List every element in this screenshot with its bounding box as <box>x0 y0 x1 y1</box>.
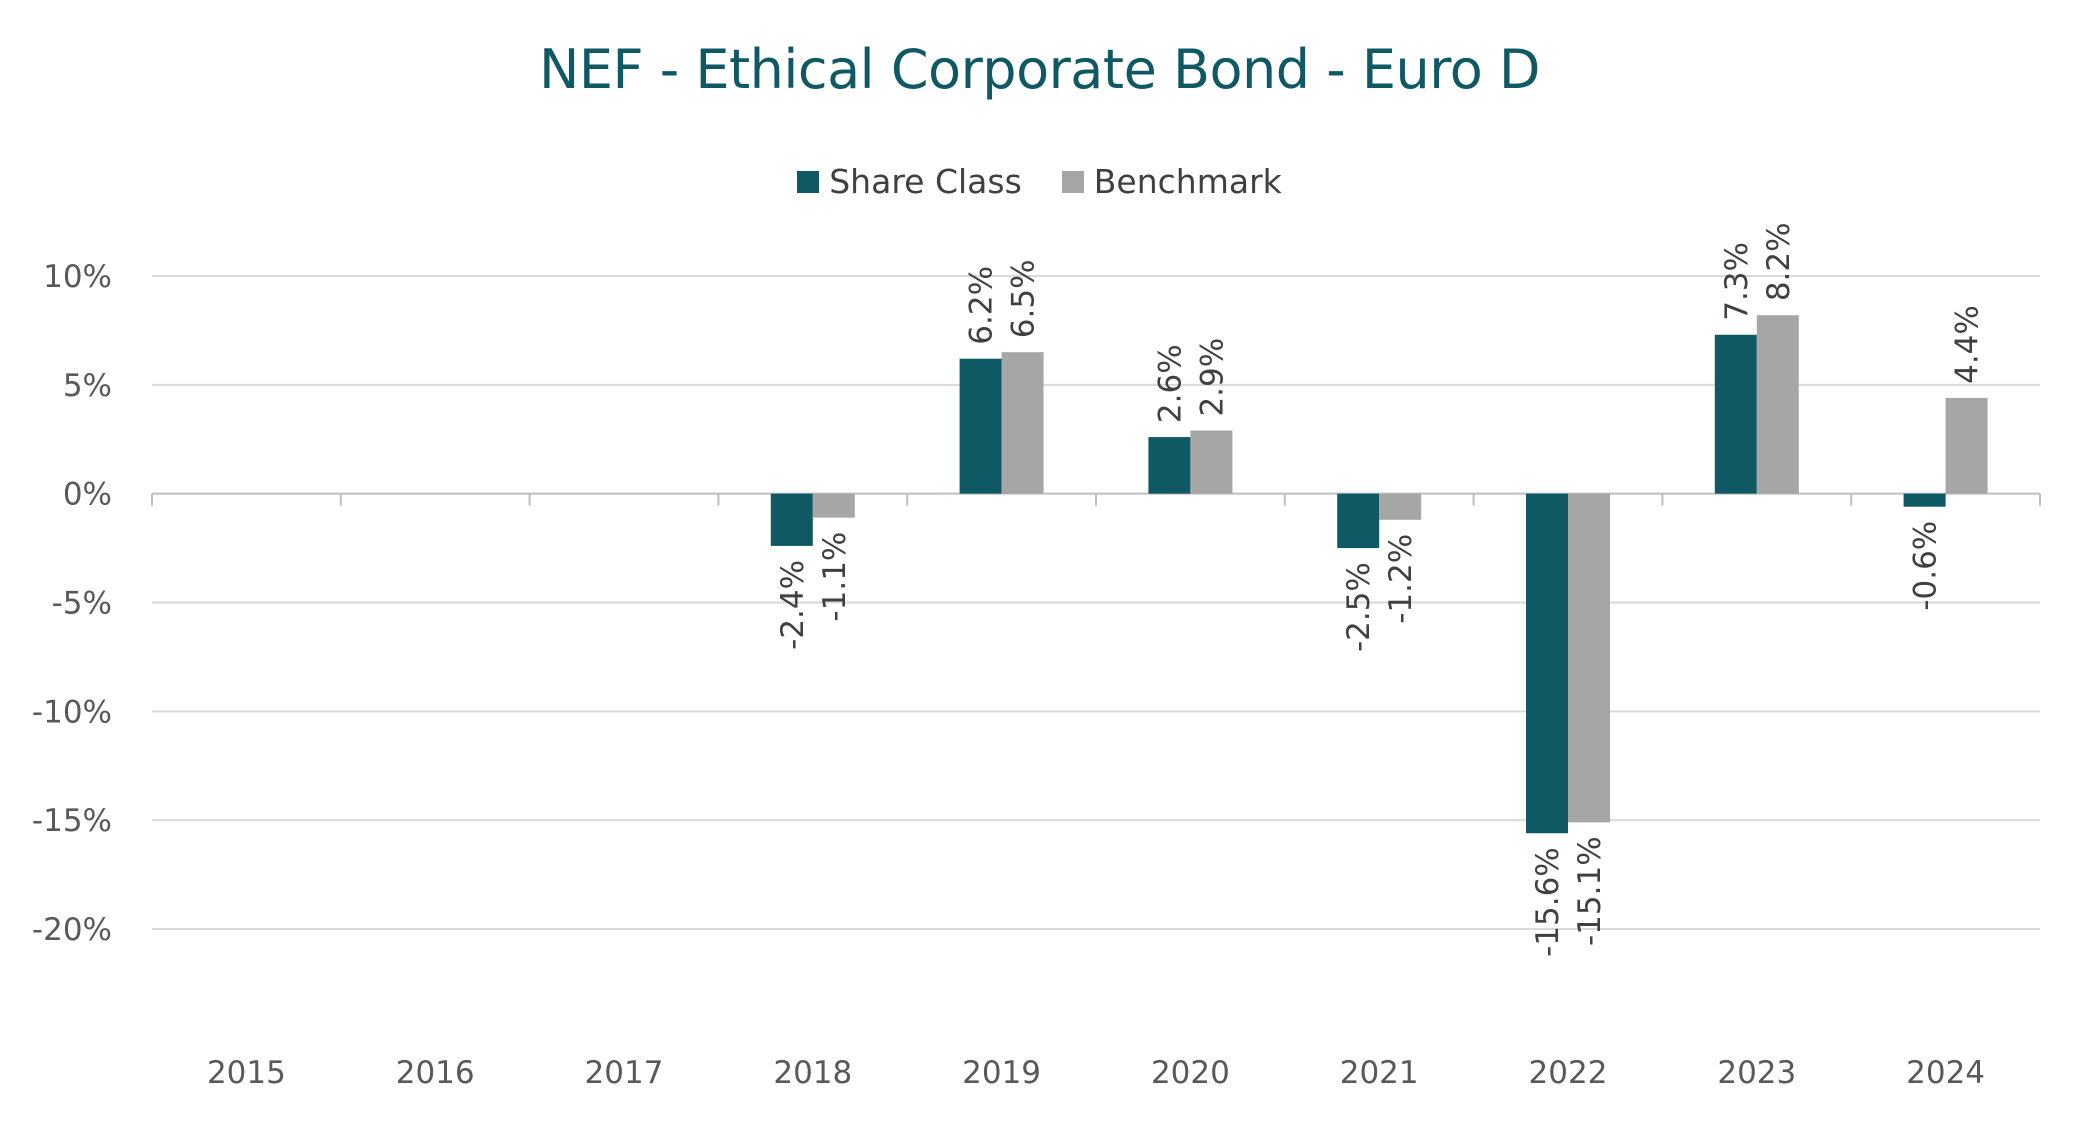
data-label: -2.5% <box>1341 562 1377 652</box>
bar <box>1190 430 1233 494</box>
bar <box>1945 397 1988 494</box>
legend-item-benchmark: Benchmark <box>1061 162 1282 201</box>
x-tick-label: 2023 <box>1717 1055 1796 1091</box>
legend-label-share-class: Share Class <box>829 162 1022 201</box>
bar <box>812 493 855 518</box>
data-label: -15.6% <box>1530 847 1566 957</box>
bar <box>1526 493 1568 834</box>
legend-item-share-class: Share Class <box>797 162 1022 201</box>
bar <box>1903 493 1946 507</box>
y-tick-label: -15% <box>32 803 112 839</box>
y-tick-label: 0% <box>63 477 112 513</box>
y-tick-label: -10% <box>32 694 112 730</box>
data-label: -0.6% <box>1908 521 1944 611</box>
y-tick-label: -20% <box>32 912 112 948</box>
x-tick-label: 2015 <box>207 1055 286 1091</box>
data-label: -1.1% <box>817 532 853 622</box>
data-label: 7.3% <box>1719 242 1755 321</box>
data-label: 6.5% <box>1006 259 1042 338</box>
data-label: 6.2% <box>964 266 1000 345</box>
x-tick-label: 2021 <box>1340 1055 1419 1091</box>
x-tick-label: 2020 <box>1151 1055 1230 1091</box>
legend-label-benchmark: Benchmark <box>1093 162 1282 201</box>
bar <box>1714 334 1757 494</box>
bar <box>1148 437 1191 494</box>
data-label: -2.4% <box>775 560 811 650</box>
data-label: -1.2% <box>1383 534 1419 624</box>
x-tick-label: 2016 <box>396 1055 475 1091</box>
y-tick-label: 5% <box>63 368 112 404</box>
bar <box>1337 493 1380 549</box>
data-label: 2.9% <box>1194 338 1230 417</box>
x-tick-label: 2017 <box>585 1055 664 1091</box>
legend-swatch-share-class <box>797 170 820 193</box>
y-tick-label: 10% <box>43 259 112 295</box>
data-label: 2.6% <box>1152 344 1188 423</box>
bar <box>1568 493 1610 823</box>
data-label: -15.1% <box>1572 836 1608 946</box>
bar <box>1001 352 1044 494</box>
legend: Share Class Benchmark <box>0 162 2079 201</box>
bar <box>770 493 813 546</box>
y-tick-label: -5% <box>52 586 112 622</box>
bar <box>1756 315 1799 494</box>
x-tick-label: 2018 <box>773 1055 852 1091</box>
x-tick-label: 2022 <box>1529 1055 1608 1091</box>
chart-title: NEF - Ethical Corporate Bond - Euro D <box>538 38 1541 101</box>
x-tick-label: 2024 <box>1906 1055 1985 1091</box>
data-label: 8.2% <box>1761 222 1797 301</box>
bar <box>1379 493 1422 520</box>
bar <box>959 358 1002 494</box>
x-tick-label: 2019 <box>962 1055 1041 1091</box>
legend-swatch-benchmark <box>1061 170 1084 193</box>
data-label: 4.4% <box>1950 305 1986 384</box>
